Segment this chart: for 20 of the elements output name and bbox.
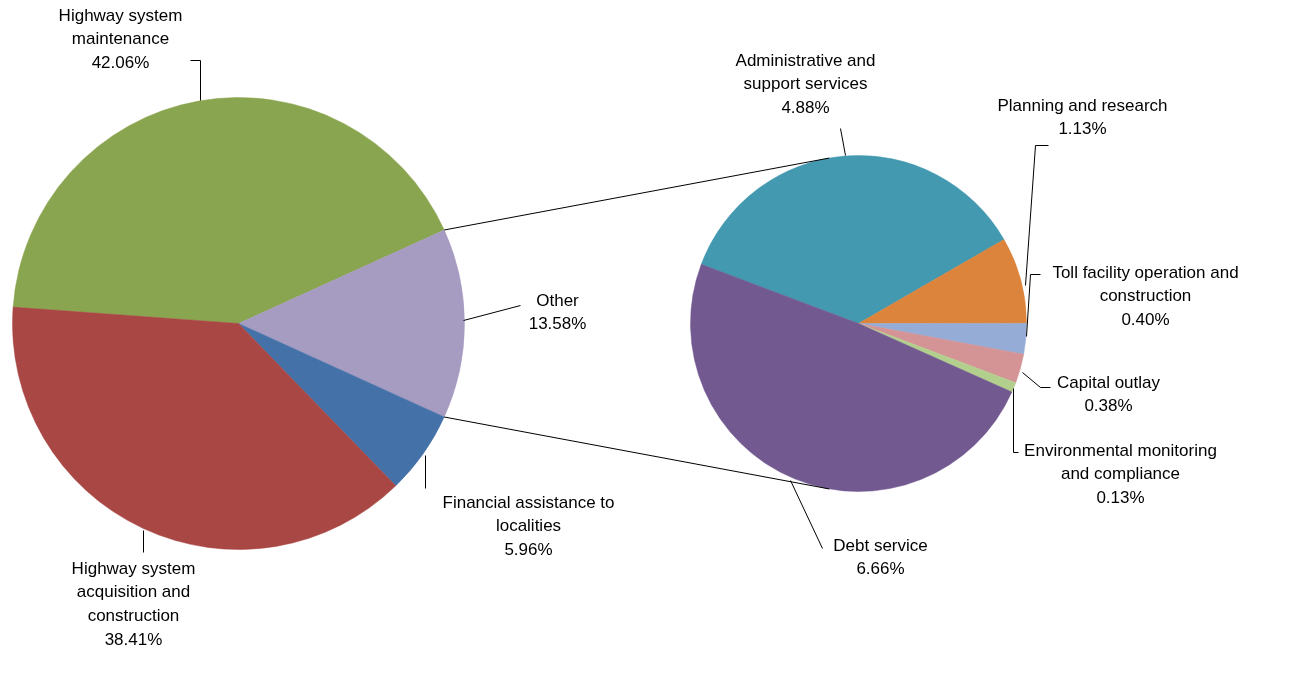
slice-label: Toll facility operation and construction [1052, 262, 1239, 306]
data-label: 0.13% [1096, 488, 1145, 507]
data-label: 42.06% [91, 53, 150, 72]
data-label: 0.38% [1084, 396, 1133, 416]
slice-label: Financial assistance to localities [442, 492, 615, 536]
slice-label: Capital outlay [1057, 372, 1161, 392]
slice-label: Other [536, 290, 580, 310]
data-label: 0.40% [1121, 310, 1170, 329]
data-label: 5.96% [504, 540, 553, 559]
data-label: 38.41% [104, 629, 163, 649]
slice-label: Administrative and support services [735, 50, 876, 94]
data-label: 6.66% [856, 559, 905, 579]
slice-label: Highway system maintenance [58, 5, 183, 49]
data-label: 1.13% [1058, 119, 1107, 139]
data-label: 13.58% [528, 314, 587, 334]
data-label: 4.88% [781, 98, 830, 117]
slice-label: Planning and research [997, 95, 1168, 115]
slice-label: Environmental monitoring and compliance [1024, 440, 1217, 484]
slice-label: Highway system acquisition and construction [71, 558, 196, 625]
slice-label: Debt service [833, 535, 928, 555]
